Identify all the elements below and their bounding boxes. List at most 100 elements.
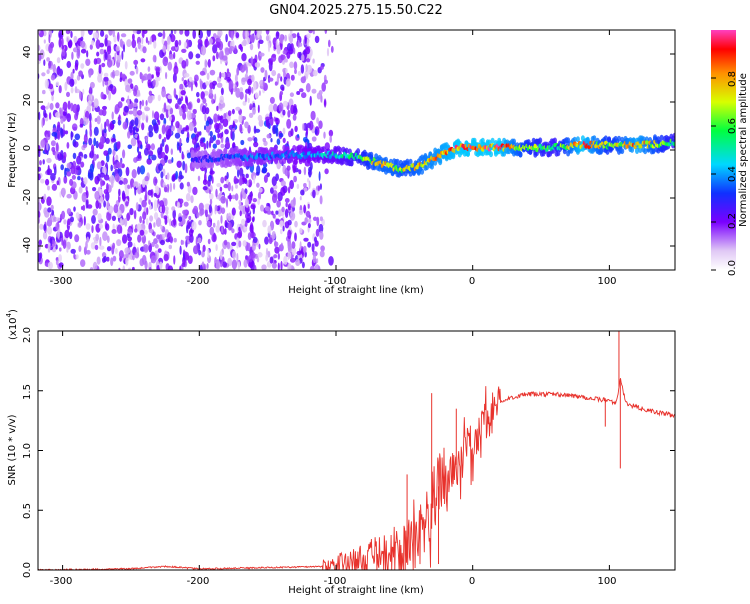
noise-speckle [78, 245, 82, 252]
noise-speckle [275, 126, 279, 137]
noise-speckle [135, 66, 139, 75]
noise-speckle [95, 233, 100, 242]
noise-speckle [85, 186, 88, 192]
noise-speckle [311, 136, 317, 142]
noise-speckle [111, 178, 114, 188]
noise-speckle [183, 201, 189, 207]
noise-speckle [312, 189, 316, 199]
noise-speckle [53, 216, 58, 222]
noise-speckle [324, 30, 328, 34]
noise-speckle [171, 125, 175, 132]
noise-speckle [130, 179, 133, 189]
noise-speckle [103, 72, 109, 78]
noise-speckle [63, 151, 67, 159]
noise-speckle [57, 153, 60, 160]
noise-speckle [72, 68, 75, 74]
noise-speckle [176, 160, 182, 168]
noise-speckle [169, 182, 173, 193]
noise-speckle [229, 46, 235, 52]
noise-speckle [318, 171, 321, 182]
noise-speckle [253, 236, 258, 244]
noise-speckle [45, 178, 50, 186]
noise-speckle [100, 178, 103, 188]
noise-speckle [238, 204, 244, 211]
noise-speckle [137, 154, 142, 159]
noise-speckle [257, 191, 262, 200]
noise-speckle [287, 241, 292, 251]
noise-speckle [224, 47, 230, 56]
noise-speckle [324, 100, 327, 106]
noise-speckle [113, 204, 119, 214]
noise-speckle [275, 210, 279, 215]
noise-speckle [178, 216, 183, 222]
noise-speckle [237, 168, 240, 178]
noise-speckle [184, 30, 190, 37]
y-multiplier: (x104) [5, 309, 19, 340]
noise-speckle [280, 76, 283, 82]
noise-speckle [73, 253, 76, 259]
noise-speckle [110, 257, 114, 267]
noise-speckle [83, 154, 88, 159]
noise-speckle [108, 30, 113, 36]
noise-speckle [283, 58, 288, 63]
noise-speckle [204, 59, 208, 69]
noise-speckle [186, 152, 191, 159]
noise-speckle [149, 215, 154, 222]
noise-speckle [290, 128, 294, 137]
noise-speckle [122, 149, 126, 159]
noise-speckle [106, 200, 110, 209]
noise-speckle [121, 50, 124, 60]
noise-speckle [211, 96, 214, 105]
ridge-halo [297, 146, 302, 153]
noise-speckle [181, 153, 185, 160]
noise-speckle [211, 176, 214, 184]
noise-speckle [90, 40, 95, 46]
noise-speckle [215, 139, 221, 146]
noise-speckle [47, 130, 51, 138]
noise-speckle [127, 78, 133, 84]
noise-speckle [99, 188, 103, 197]
noise-speckle [175, 121, 180, 129]
ridge-halo [575, 136, 580, 143]
noise-speckle [169, 115, 172, 122]
noise-speckle [193, 205, 199, 214]
noise-speckle [51, 131, 58, 137]
ridge-halo [408, 170, 413, 177]
noise-speckle [61, 48, 66, 57]
y-multiplier-exponent: 4 [5, 312, 13, 317]
noise-speckle [271, 70, 277, 77]
noise-speckle [122, 265, 126, 270]
spectrogram-panel: -300 -200 -100 0 100 Height of straight … [7, 29, 676, 296]
noise-speckle [196, 98, 201, 104]
noise-speckle [306, 33, 311, 39]
noise-speckle [94, 244, 99, 251]
ridge-halo [210, 162, 215, 169]
noise-speckle [117, 119, 122, 126]
noise-speckle [38, 44, 41, 52]
noise-speckle [117, 101, 123, 109]
noise-speckle [235, 87, 241, 98]
noise-speckle [120, 97, 125, 102]
noise-speckle [100, 91, 104, 100]
noise-speckle [70, 87, 74, 94]
noise-speckle [252, 198, 257, 203]
noise-speckle [60, 118, 64, 124]
noise-speckle [72, 103, 78, 114]
noise-speckle [293, 175, 297, 183]
noise-speckle [62, 101, 68, 111]
noise-speckle [254, 265, 257, 270]
noise-speckle [298, 209, 304, 215]
top-xtick-label: -100 [324, 276, 347, 287]
ridge-halo [566, 137, 571, 144]
noise-speckle [287, 263, 292, 270]
noise-speckle [42, 89, 46, 95]
noise-speckle [197, 38, 203, 45]
noise-speckle [99, 48, 105, 55]
noise-speckle [264, 236, 269, 245]
noise-speckle [234, 45, 237, 54]
noise-speckle [278, 102, 284, 113]
noise-speckle [98, 223, 103, 229]
noise-speckle [299, 88, 304, 93]
ridge-halo [356, 148, 361, 155]
noise-speckle [194, 74, 199, 82]
